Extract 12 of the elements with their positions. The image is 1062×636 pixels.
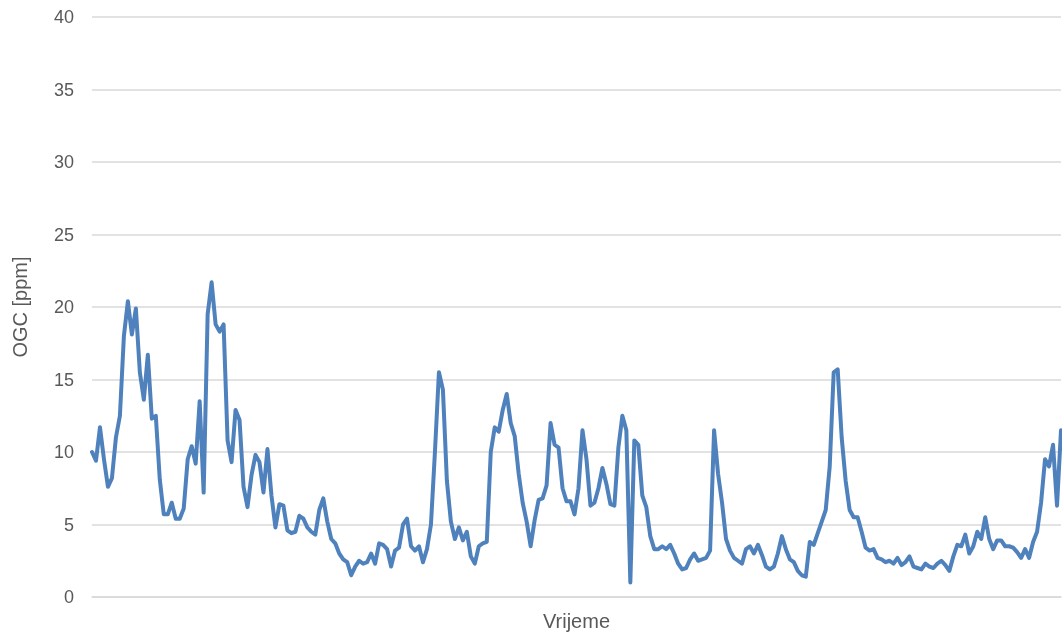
y-tick-label: 20 xyxy=(53,297,74,317)
y-tick-label: 15 xyxy=(53,369,74,390)
x-axis-title: Vrijeme xyxy=(542,610,611,632)
y-tick-label: 30 xyxy=(53,152,74,172)
y-tick-label: 35 xyxy=(53,79,74,100)
y-tick-label: 0 xyxy=(63,587,74,607)
y-tick-label: 10 xyxy=(53,442,74,462)
y-tick-label: 25 xyxy=(53,224,74,245)
y-tick-label: 40 xyxy=(53,7,74,27)
line-series xyxy=(90,280,1062,585)
y-axis-title: OGC [ppm] xyxy=(9,256,31,358)
y-tick-label: 5 xyxy=(63,514,74,535)
